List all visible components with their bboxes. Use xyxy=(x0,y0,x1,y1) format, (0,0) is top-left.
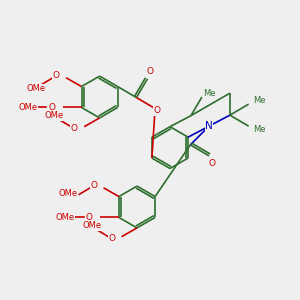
Text: O: O xyxy=(86,213,93,222)
Text: O: O xyxy=(146,67,153,76)
Text: O: O xyxy=(209,159,216,168)
Text: OMe: OMe xyxy=(82,221,101,230)
Text: OMe: OMe xyxy=(27,84,46,93)
Text: Me: Me xyxy=(203,89,216,98)
Text: OMe: OMe xyxy=(56,213,75,222)
Text: Me: Me xyxy=(253,125,266,134)
Text: OMe: OMe xyxy=(45,111,64,120)
Text: O: O xyxy=(154,106,161,115)
Text: OMe: OMe xyxy=(18,103,37,112)
Text: O: O xyxy=(53,71,60,80)
Text: N: N xyxy=(205,121,213,131)
Text: OMe: OMe xyxy=(59,189,78,198)
Text: O: O xyxy=(90,181,97,190)
Text: O: O xyxy=(48,103,55,112)
Text: O: O xyxy=(71,124,78,134)
Text: Me: Me xyxy=(253,96,266,105)
Text: O: O xyxy=(108,234,115,243)
